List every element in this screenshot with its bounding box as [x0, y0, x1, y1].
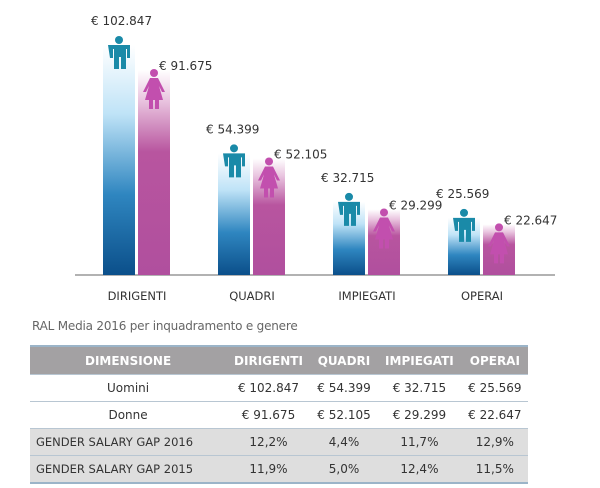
salary-table: DIMENSIONE DIRIGENTI QUADRI IMPIEGATI OPERAI…: [30, 345, 528, 484]
table-row: Donne € 91.675 € 52.105 € 29.299 € 22.647: [30, 401, 528, 429]
male-person-icon: [108, 36, 130, 69]
bar-uomini-dirigenti: [103, 45, 135, 275]
table-row: GENDER SALARY GAP 2015 11,9% 5,0% 12,4% 11,5…: [30, 455, 528, 484]
column-header: DIMENSIONE: [30, 345, 227, 375]
data-label: € 54.399: [206, 122, 259, 136]
table-cell: GENDER SALARY GAP 2015: [30, 455, 227, 484]
female-person-icon: [258, 157, 280, 198]
table-cell: € 29.299: [377, 401, 462, 429]
column-header: DIRIGENTI: [226, 345, 311, 375]
table-cell: € 91.675: [226, 401, 311, 429]
table-cell: 12,9%: [461, 428, 528, 456]
table-cell: Donne: [30, 401, 227, 429]
x-tick-label: OPERAI: [461, 289, 503, 303]
table-row: GENDER SALARY GAP 2016 12,2% 4,4% 11,7% 12,9…: [30, 428, 528, 456]
table-cell: € 54.399: [310, 374, 378, 402]
table-cell: 4,4%: [310, 428, 378, 456]
male-person-icon: [453, 208, 475, 242]
data-label: € 91.675: [159, 59, 212, 73]
table-cell: € 25.569: [461, 374, 528, 402]
x-tick-label: DIRIGENTI: [108, 289, 167, 303]
male-person-icon: [223, 144, 245, 178]
female-person-icon: [373, 208, 395, 249]
table-cell: € 52.105: [310, 401, 378, 429]
table-cell: 5,0%: [310, 455, 378, 484]
bar-chart: € 102.847 € 91.675 DIRIGENTI € 54.399 € 52.1…: [75, 14, 557, 303]
x-tick-label: IMPIEGATI: [338, 289, 395, 303]
table-cell: € 102.847: [226, 374, 311, 402]
table-row: Uomini € 102.847 € 54.399 € 32.715 € 25.569: [30, 374, 528, 402]
table-cell: 11,7%: [377, 428, 462, 456]
data-label: € 22.647: [504, 213, 557, 227]
column-header: IMPIEGATI: [377, 345, 462, 375]
table-cell: Uomini: [30, 374, 227, 402]
table-cell: 12,4%: [377, 455, 462, 484]
table-cell: 11,5%: [461, 455, 528, 484]
table-cell: 11,9%: [226, 455, 311, 484]
column-header: OPERAI: [461, 345, 528, 375]
male-person-icon: [338, 192, 360, 226]
table-title: RAL Media 2016 per inquadramento e gener…: [32, 319, 298, 333]
female-person-icon: [488, 223, 510, 264]
table-cell: GENDER SALARY GAP 2016: [30, 428, 227, 456]
table-cell: € 32.715: [377, 374, 462, 402]
column-header: QUADRI: [310, 345, 378, 375]
data-label: € 32.715: [321, 171, 374, 185]
table-cell: 12,2%: [226, 428, 311, 456]
table-cell: € 22.647: [461, 401, 528, 429]
female-person-icon: [143, 68, 165, 109]
table-header-row: DIMENSIONE DIRIGENTI QUADRI IMPIEGATI OPERAI: [30, 345, 528, 375]
x-tick-label: QUADRI: [229, 289, 275, 303]
bar-donne-dirigenti: [138, 69, 170, 275]
data-label: € 29.299: [389, 198, 442, 212]
data-label: € 102.847: [91, 14, 152, 28]
data-label: € 52.105: [274, 147, 327, 161]
data-label: € 25.569: [436, 187, 489, 201]
